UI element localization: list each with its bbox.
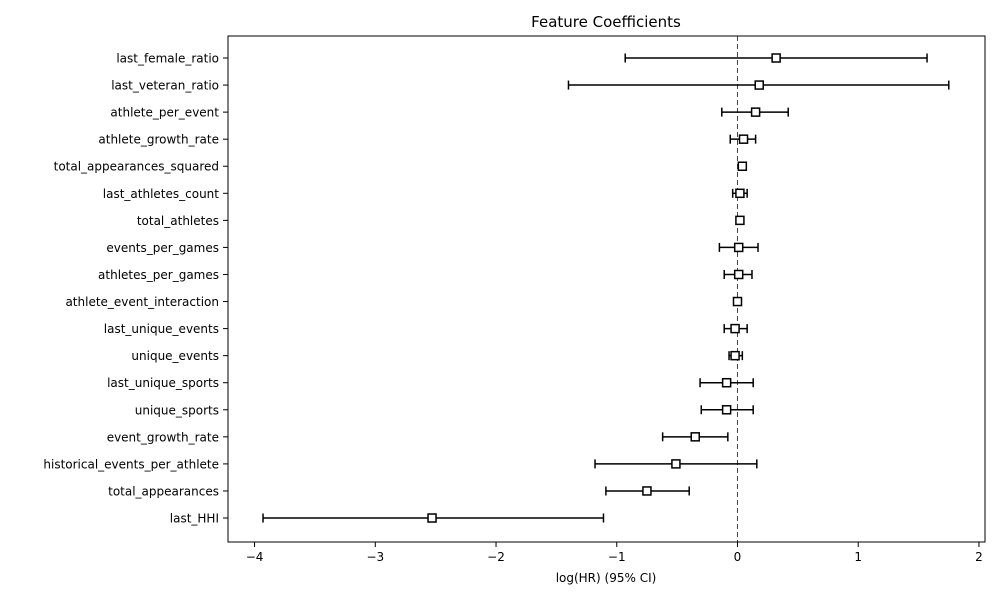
y-tick-label: last_unique_events	[104, 322, 219, 336]
coef-marker	[733, 269, 744, 280]
y-tick-label: event_growth_rate	[107, 430, 219, 444]
coef-marker	[730, 323, 740, 334]
coef-marker	[721, 377, 732, 388]
x-tick-label: −4	[246, 550, 264, 564]
y-tick-label: unique_sports	[135, 403, 219, 417]
y-tick-label: last_unique_sports	[107, 376, 219, 390]
y-tick-label: last_athletes_count	[103, 187, 220, 201]
x-tick-label: 0	[734, 550, 742, 564]
coef-marker	[730, 350, 740, 361]
y-tick-label: last_veteran_ratio	[111, 79, 219, 93]
y-tick-label: events_per_games	[106, 241, 219, 255]
y-tick-label: last_HHI	[170, 512, 219, 526]
y-tick-label: athletes_per_games	[98, 268, 219, 282]
coef-marker	[750, 107, 761, 117]
coef-marker	[754, 80, 764, 90]
x-tick-label: 1	[854, 550, 862, 564]
y-tick-label: total_appearances_squared	[54, 160, 219, 174]
y-tick-label: athlete_per_event	[110, 106, 219, 120]
coef-marker	[771, 53, 781, 63]
coef-marker	[690, 432, 700, 442]
x-tick-label: −2	[487, 550, 505, 564]
plot-frame	[227, 35, 986, 543]
y-tick-label: athlete_event_interaction	[65, 295, 219, 309]
y-tick-label: historical_events_per_athlete	[43, 457, 219, 471]
chart-title: Feature Coefficients	[531, 13, 681, 31]
x-tick-label: −3	[366, 550, 384, 564]
coef-marker	[735, 188, 745, 199]
coef-marker	[732, 296, 743, 307]
y-tick-label: total_athletes	[137, 214, 219, 228]
y-tick-label: unique_events	[131, 349, 219, 363]
coef-marker	[737, 161, 748, 171]
x-axis-label: log(HR) (95% CI)	[556, 571, 657, 585]
coef-marker	[671, 459, 681, 469]
coef-marker	[721, 405, 732, 415]
coef-marker	[427, 513, 437, 523]
coef-marker	[735, 215, 745, 226]
coef-marker	[738, 134, 749, 144]
coef-marker	[642, 486, 652, 496]
y-tick-label: athlete_growth_rate	[98, 133, 219, 147]
y-tick-label: last_female_ratio	[116, 52, 219, 66]
y-tick-label: total_appearances	[108, 484, 219, 498]
x-tick-label: −1	[608, 550, 626, 564]
x-tick-label: 2	[975, 550, 983, 564]
coef-marker	[733, 242, 744, 253]
plot-area: −4 −3 −2 −1 0 1 2 last_female_ratio last_veteran…	[43, 35, 986, 564]
